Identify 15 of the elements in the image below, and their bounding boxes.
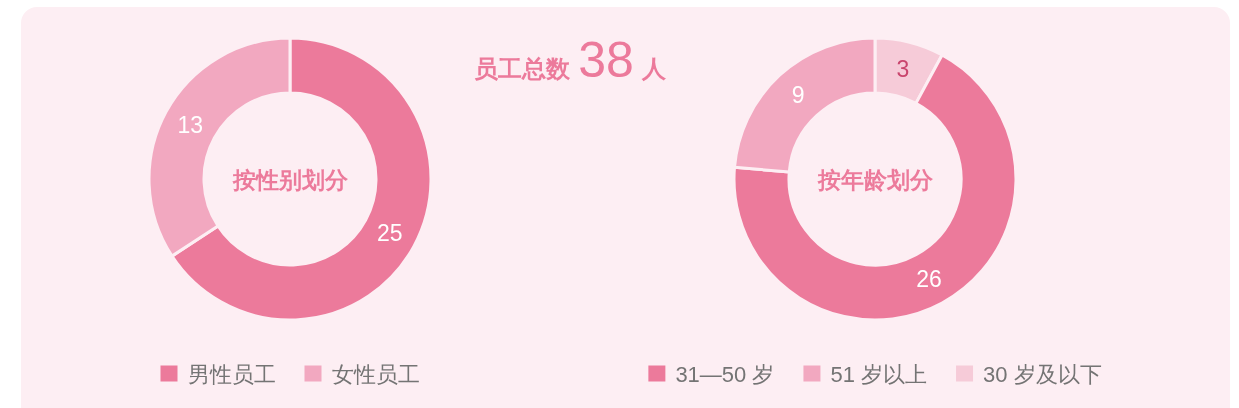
legend-label: 31—50 岁 bbox=[675, 361, 775, 387]
text: 员工总数 bbox=[474, 55, 572, 82]
text: 按年龄划分 bbox=[816, 167, 934, 193]
text: 人 bbox=[640, 55, 667, 82]
legend-label: 30 岁及以下 bbox=[983, 361, 1102, 387]
legend-label: 51 岁以上 bbox=[830, 361, 928, 387]
data-label: 3 bbox=[896, 55, 910, 82]
data-label: 26 bbox=[916, 265, 942, 292]
data-label: 13 bbox=[177, 111, 203, 138]
text: 按性别划分 bbox=[231, 167, 349, 193]
legend-label: 女性员工 bbox=[331, 361, 420, 387]
legend-label: 男性员工 bbox=[187, 361, 276, 387]
data-label: 9 bbox=[791, 82, 805, 109]
text: 38 bbox=[578, 32, 634, 88]
data-label: 25 bbox=[377, 220, 403, 247]
